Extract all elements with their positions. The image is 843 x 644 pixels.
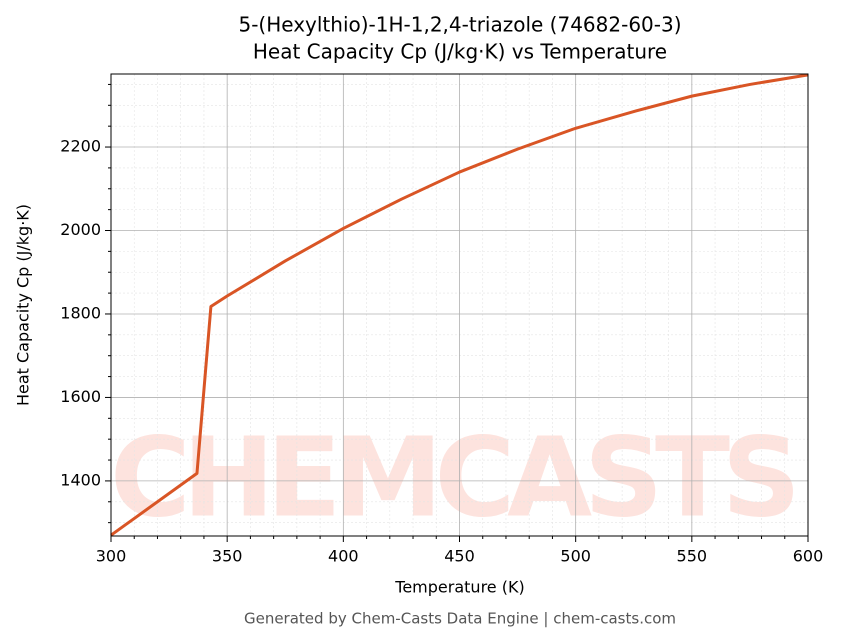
data-line bbox=[110, 73, 809, 537]
plot-frame bbox=[110, 73, 809, 537]
y-tick-label: 2200 bbox=[60, 137, 101, 156]
footer: Generated by Chem-Casts Data Engine | ch… bbox=[244, 610, 676, 628]
y-tick-label: 1800 bbox=[60, 303, 101, 322]
y-axis-label: Heat Capacity Cp (J/kg·K) bbox=[14, 204, 33, 406]
x-axis-label: Temperature (K) bbox=[394, 578, 524, 597]
x-tick-label: 450 bbox=[444, 547, 475, 566]
x-tick-label: 550 bbox=[677, 547, 708, 566]
chart-title: 5-(Hexylthio)-1H-1,2,4-triazole (74682-6… bbox=[238, 13, 681, 37]
x-tick-label: 500 bbox=[560, 547, 591, 566]
x-tick-label: 400 bbox=[328, 547, 359, 566]
y-tick-label: 2000 bbox=[60, 220, 101, 239]
y-tick-label: 1400 bbox=[60, 470, 101, 489]
y-tick-label: 1600 bbox=[60, 387, 101, 406]
x-tick-label: 350 bbox=[212, 547, 243, 566]
x-tick-label: 600 bbox=[793, 547, 824, 566]
watermark: CHEMCASTS bbox=[110, 413, 805, 541]
chart-subtitle: Heat Capacity Cp (J/kg·K) vs Temperature bbox=[253, 40, 667, 64]
x-tick-label: 300 bbox=[96, 547, 127, 566]
